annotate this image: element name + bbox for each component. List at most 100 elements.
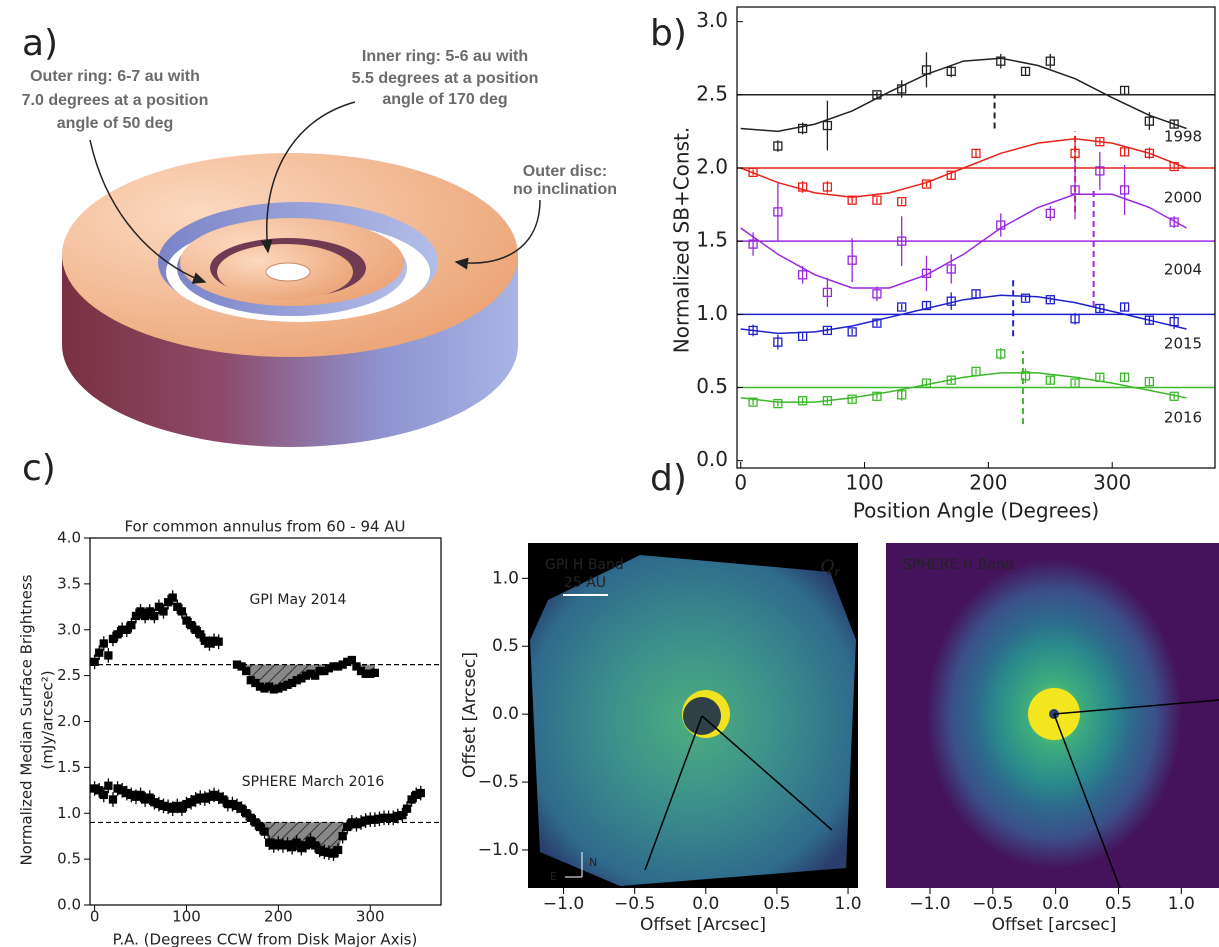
y-tick-label: 0.0 <box>492 704 519 724</box>
point <box>416 788 425 798</box>
point <box>113 630 122 639</box>
point <box>196 630 205 639</box>
point <box>1119 185 1130 195</box>
point <box>122 625 131 634</box>
series-label: 1998 <box>1164 128 1202 146</box>
x-tick-label: 100 <box>845 471 883 495</box>
point <box>237 662 246 671</box>
y-tick-label: −0.5 <box>478 772 519 792</box>
x-axis-label: P.A. (Degrees CCW from Disk Major Axis) <box>113 931 418 947</box>
point <box>921 378 932 388</box>
disc-diagram: a) Outer ring: 6-7 au with 7.0 degrees a… <box>22 23 617 447</box>
point <box>1169 217 1179 227</box>
y-axis-label: Normalized Median Surface Brightness <box>18 574 36 865</box>
point <box>306 836 315 845</box>
x-tick-label: −0.5 <box>614 894 655 914</box>
point <box>748 239 758 249</box>
scale-label: 25 AU <box>564 575 606 591</box>
point <box>946 296 956 306</box>
point <box>99 790 108 800</box>
stokes-subscript: r <box>834 565 841 579</box>
point <box>872 195 882 205</box>
y-axis-label: Offset [Arcsec] <box>460 652 480 778</box>
point <box>1144 116 1155 126</box>
point <box>242 809 251 818</box>
panel-label: d) <box>650 458 687 499</box>
x-axis-label: Position Angle (Degrees) <box>853 499 1099 523</box>
point <box>287 843 297 852</box>
y-tick-label: 2.5 <box>57 666 81 684</box>
point <box>108 795 118 804</box>
point <box>1169 161 1179 172</box>
point <box>370 668 379 678</box>
point <box>1169 119 1179 129</box>
point <box>1070 148 1080 158</box>
stokes-symbol: Q <box>820 557 834 577</box>
central-hole <box>265 262 311 282</box>
point <box>1095 136 1105 147</box>
point <box>186 621 196 630</box>
point <box>310 671 320 680</box>
x-axis-label: Offset [arcsec] <box>992 915 1117 935</box>
point <box>1070 378 1080 388</box>
point <box>996 220 1006 230</box>
point <box>872 318 882 328</box>
series-label: 2015 <box>1164 335 1202 353</box>
point <box>921 65 932 75</box>
point <box>154 602 164 611</box>
annotation: angle of 50 deg <box>57 115 173 132</box>
point <box>946 170 956 180</box>
fit-curve <box>740 57 1187 133</box>
point <box>897 84 907 94</box>
point <box>1169 317 1179 327</box>
annotation: 5.5 degrees at a position <box>352 70 539 87</box>
y-tick-label: 2.0 <box>696 154 728 178</box>
y-tick-label: 0.0 <box>696 447 728 471</box>
point <box>150 611 159 621</box>
point <box>108 634 118 644</box>
point <box>1045 295 1055 305</box>
y-tick-label: 0.5 <box>492 636 519 656</box>
point <box>95 786 104 795</box>
x-tick-label: 0.0 <box>692 894 719 914</box>
compass-label: N <box>589 856 597 869</box>
series-label: 2000 <box>1164 189 1202 207</box>
point <box>847 327 857 337</box>
fit-curve <box>740 372 1187 403</box>
arrow <box>89 139 207 284</box>
point <box>971 289 981 299</box>
annotation: angle of 170 deg <box>382 91 507 108</box>
point <box>352 662 361 671</box>
stokes-label: Qr <box>820 557 841 579</box>
point <box>1095 303 1105 314</box>
series-label: SPHERE March 2016 <box>242 774 385 790</box>
point <box>1169 391 1179 401</box>
point <box>242 666 251 676</box>
image: SPHERE H Band <box>886 543 1219 888</box>
point <box>1095 166 1105 176</box>
point <box>407 795 416 804</box>
image-title: SPHERE H Band <box>903 557 1014 573</box>
point <box>847 394 857 404</box>
panel-label: a) <box>22 23 58 64</box>
point <box>872 289 882 299</box>
point <box>95 648 104 657</box>
x-tick-label: 0 <box>734 471 747 495</box>
pointer <box>1053 699 1219 715</box>
point <box>177 607 187 616</box>
point <box>338 832 347 841</box>
point <box>1119 372 1130 382</box>
point <box>1119 85 1130 96</box>
point <box>996 349 1006 359</box>
point <box>131 611 141 621</box>
x-tick-label: 0 <box>90 908 100 926</box>
point <box>182 616 191 625</box>
point <box>214 637 223 646</box>
x-tick-label: 1.0 <box>1168 894 1195 914</box>
point <box>333 845 343 855</box>
point <box>1144 148 1155 158</box>
arrow <box>454 199 541 270</box>
point <box>797 270 808 280</box>
y-tick-label: 3.0 <box>57 620 81 638</box>
